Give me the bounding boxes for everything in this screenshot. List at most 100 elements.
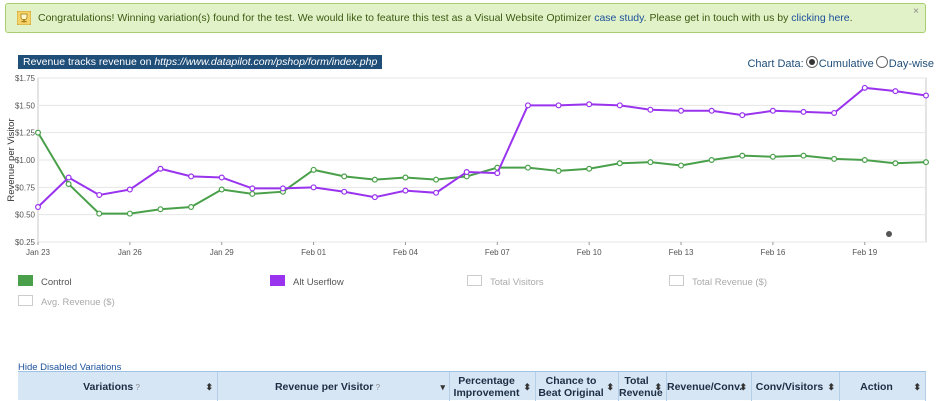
- sort-icon[interactable]: ⬍: [523, 382, 531, 392]
- column-header[interactable]: Revenue/Conv. ⬍: [667, 372, 752, 401]
- legend-item[interactable]: Total Revenue ($): [669, 275, 767, 288]
- data-point: [892, 88, 899, 95]
- hide-disabled-variations-link[interactable]: Hide Disabled Variations: [18, 362, 122, 373]
- column-header[interactable]: Revenue per Visitor ? ▾: [218, 372, 450, 401]
- y-tick-label: $1.50: [15, 101, 36, 110]
- data-point: [586, 101, 593, 108]
- close-icon[interactable]: ×: [913, 6, 919, 17]
- x-tick-label: Feb 19: [852, 248, 877, 257]
- data-point: [647, 159, 654, 166]
- sort-icon[interactable]: ⬍: [739, 382, 747, 392]
- data-point: [800, 152, 807, 159]
- cumulative-label[interactable]: Cumulative: [818, 58, 874, 70]
- sort-icon[interactable]: ⬍: [827, 382, 835, 392]
- y-tick-label: $0.25: [15, 238, 36, 247]
- help-icon[interactable]: ?: [133, 383, 140, 392]
- data-point: [218, 186, 225, 193]
- data-point: [34, 204, 41, 211]
- data-point: [769, 153, 776, 160]
- legend-label: Control: [41, 277, 72, 288]
- x-tick-label: Feb 04: [393, 248, 418, 257]
- legend-label: Avg. Revenue ($): [41, 297, 115, 308]
- column-header[interactable]: Action ⬍: [840, 372, 926, 401]
- data-point: [433, 189, 440, 196]
- variations-table-header: Variations ? ⬍ Revenue per Visitor ? ▾ Perce…: [18, 371, 926, 401]
- data-point: [126, 210, 133, 217]
- daywise-radio[interactable]: [875, 56, 888, 68]
- x-tick-label: Feb 13: [669, 248, 694, 257]
- sort-icon[interactable]: ⬍: [654, 382, 662, 392]
- data-point: [157, 165, 164, 172]
- column-header[interactable]: Total Revenue ⬍: [619, 372, 667, 401]
- data-point: [65, 174, 72, 181]
- data-point: [831, 109, 838, 116]
- data-point: [279, 185, 286, 192]
- data-point: [678, 107, 685, 114]
- winning-variation-alert: Congratulations! Winning variation(s) fo…: [5, 3, 926, 33]
- data-point: [402, 174, 409, 181]
- data-point: [586, 165, 593, 172]
- legend-item[interactable]: Avg. Revenue ($): [18, 295, 115, 308]
- data-point: [922, 159, 929, 166]
- alert-message: Congratulations! Winning variation(s) fo…: [38, 12, 853, 24]
- column-header[interactable]: Chance to Beat Original ⬍: [536, 372, 619, 401]
- column-header[interactable]: Conv/Visitors ⬍: [752, 372, 840, 401]
- help-icon[interactable]: ?: [373, 383, 381, 392]
- x-tick-label: Feb 07: [485, 248, 510, 257]
- legend-swatch: [467, 275, 482, 286]
- legend-item[interactable]: Alt Userflow: [270, 275, 344, 288]
- column-label: Percentage Improvement: [453, 375, 520, 399]
- data-point: [126, 186, 133, 193]
- data-point: [96, 210, 103, 217]
- cumulative-radio[interactable]: [805, 56, 818, 68]
- data-point: [433, 176, 440, 183]
- y-axis-label: Revenue per Visitor: [6, 118, 17, 201]
- column-label: Variations ?: [83, 381, 140, 393]
- data-point: [861, 84, 868, 91]
- column-label: Total Revenue: [619, 375, 663, 399]
- legend-item[interactable]: Total Visitors: [467, 275, 544, 288]
- column-label: Conv/Visitors: [755, 381, 824, 393]
- chart-data-toggle: Chart Data: Cumulative Day-wise: [747, 56, 934, 70]
- data-point: [861, 157, 868, 164]
- legend-item[interactable]: Control: [18, 275, 72, 288]
- legend-swatch: [270, 275, 285, 286]
- data-point: [341, 173, 348, 180]
- column-label: Revenue/Conv.: [667, 381, 743, 393]
- legend-swatch: [18, 295, 33, 306]
- sort-icon[interactable]: ⬍: [606, 382, 614, 392]
- x-tick-label: Feb 10: [577, 248, 602, 257]
- data-point: [678, 162, 685, 169]
- data-point: [922, 92, 929, 99]
- data-point: [371, 194, 378, 201]
- clicking-here-link[interactable]: clicking here: [791, 12, 850, 24]
- chart-options-icon: [886, 231, 892, 237]
- daywise-label[interactable]: Day-wise: [888, 58, 934, 70]
- data-point: [218, 174, 225, 181]
- sort-icon[interactable]: ⬍: [913, 382, 921, 392]
- data-point: [739, 152, 746, 159]
- data-point: [249, 190, 256, 197]
- data-point: [310, 184, 317, 191]
- legend-swatch: [669, 275, 684, 286]
- sort-icon[interactable]: ▾: [440, 382, 445, 392]
- data-point: [188, 204, 195, 211]
- column-header[interactable]: Variations ? ⬍: [18, 372, 218, 401]
- case-study-link[interactable]: case study: [594, 12, 644, 24]
- data-point: [769, 107, 776, 114]
- column-label: Revenue per Visitor ?: [274, 381, 381, 393]
- chart-data-label: Chart Data:: [747, 58, 804, 70]
- data-point: [371, 176, 378, 183]
- column-header[interactable]: Percentage Improvement ⬍: [450, 372, 536, 401]
- data-point: [739, 112, 746, 119]
- y-tick-label: $1.25: [15, 129, 36, 138]
- column-label: Chance to Beat Original: [538, 375, 604, 399]
- x-tick-label: Jan 26: [118, 248, 143, 257]
- sort-icon[interactable]: ⬍: [205, 382, 213, 392]
- series-line: [37, 86, 927, 208]
- y-tick-label: $1.00: [15, 156, 36, 165]
- x-tick-label: Jan 29: [210, 248, 235, 257]
- data-point: [616, 160, 623, 167]
- data-point: [65, 181, 72, 188]
- x-tick-label: Feb 16: [760, 248, 785, 257]
